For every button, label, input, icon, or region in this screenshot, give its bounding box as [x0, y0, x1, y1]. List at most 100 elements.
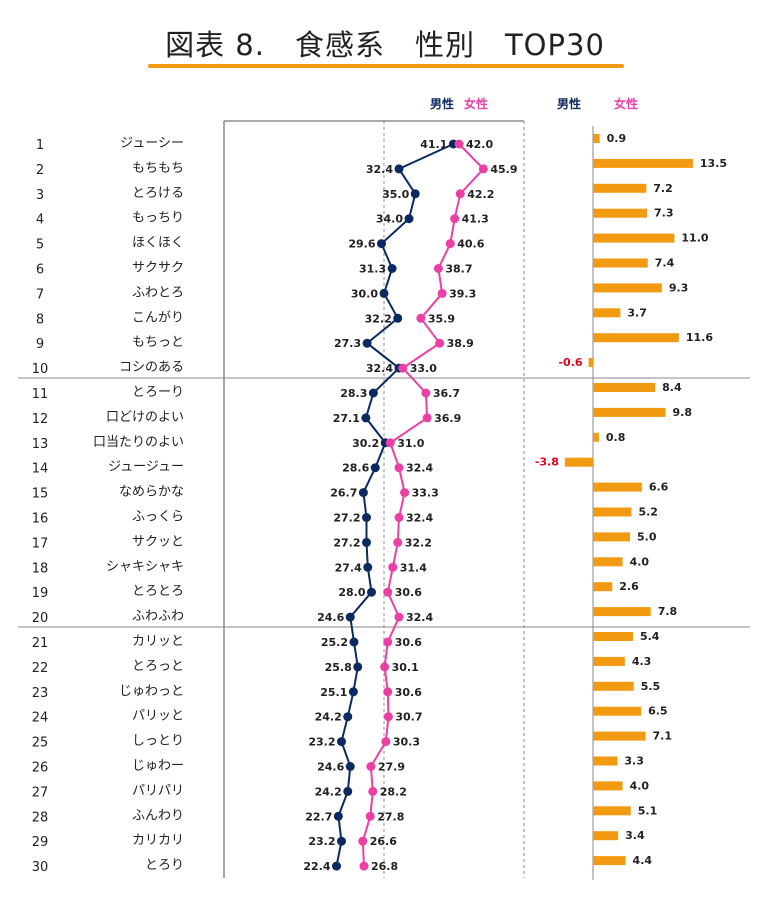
bar-value-label: 7.8 [658, 605, 678, 618]
bar-value-label: 3.4 [625, 829, 645, 842]
data-label-female: 45.9 [490, 163, 517, 176]
bar-difference [593, 681, 634, 691]
rank-label: 12 [32, 412, 49, 427]
rank-label: 27 [32, 785, 49, 800]
data-label-female: 31.4 [400, 561, 427, 574]
point-female [422, 413, 432, 423]
category-label: コシのある [119, 360, 184, 375]
data-label-female: 26.6 [370, 835, 397, 848]
bar-difference [593, 582, 613, 592]
bar-value-label: 5.1 [638, 804, 658, 817]
page-title: 図表 8. 食感系 性別 TOP30 [165, 28, 605, 62]
data-label-male: 27.4 [335, 561, 362, 574]
data-label-male: 27.3 [334, 337, 361, 350]
data-label-male: 22.7 [305, 810, 332, 823]
point-male [348, 687, 358, 697]
point-female [416, 313, 426, 323]
category-label: シャキシャキ [106, 559, 184, 574]
data-label-male: 28.3 [340, 387, 367, 400]
line-series: 41.1 32.4 35.0 34.029.6 31.3 30.0 32.2 27.3 32.4… [303, 138, 517, 873]
category-label: サクサク [132, 261, 184, 276]
bar-series: 0.9 13.5 7.2 7.3 11.0 7.4 9.3 3.7 11.6 -0.6 8.4 9.8… [535, 132, 727, 867]
legend-male: 男性 [430, 96, 454, 111]
point-female [383, 637, 393, 647]
point-female [454, 139, 464, 149]
data-label-female: 30.6 [395, 686, 422, 699]
rank-label: 16 [32, 512, 49, 527]
data-label-female: 35.9 [428, 312, 455, 325]
category-label: ほくほく [132, 236, 184, 251]
point-female [450, 214, 460, 224]
bar-value-label: 13.5 [700, 157, 727, 170]
data-label-female: 28.2 [380, 785, 407, 798]
data-label-female: 30.6 [395, 636, 422, 649]
point-male [362, 338, 372, 348]
point-female [478, 164, 488, 174]
bar-value-label: 11.6 [686, 331, 713, 344]
rank-label: 9 [36, 337, 44, 352]
data-label-male: 34.0 [376, 213, 403, 226]
category-label: しっとり [132, 734, 184, 749]
point-female [383, 587, 393, 597]
data-label-male: 41.1 [420, 138, 447, 151]
data-label-female: 42.2 [467, 188, 494, 201]
rank-label: 25 [32, 736, 49, 751]
point-female [437, 288, 447, 298]
point-female [388, 562, 398, 572]
point-male [379, 288, 389, 298]
rank-label: 10 [32, 362, 49, 377]
bar-header-female: 女性 [614, 96, 638, 111]
category-label: ジュージュー [108, 460, 184, 475]
point-female [358, 836, 368, 846]
data-label-male: 22.4 [303, 860, 330, 873]
bar-difference [593, 557, 623, 567]
point-female [383, 687, 393, 697]
rank-label: 1 [36, 138, 44, 153]
point-male [337, 737, 346, 747]
point-male [377, 239, 386, 249]
rank-label: 13 [32, 437, 49, 452]
bar-value-label: 3.7 [627, 306, 647, 319]
bar-value-label: 4.4 [633, 854, 653, 867]
point-female [400, 488, 410, 498]
category-label: なめらかな [119, 485, 184, 500]
point-male [353, 662, 363, 672]
category-label: もっちり [132, 211, 184, 226]
category-label: もちっと [132, 335, 184, 350]
point-male [343, 786, 353, 796]
data-label-male: 27.2 [333, 536, 360, 549]
data-label-male: 28.0 [338, 586, 365, 599]
bar-difference [593, 607, 651, 617]
data-label-male: 31.3 [359, 263, 386, 276]
rank-label: 22 [32, 661, 49, 676]
category-label: じゅわっと [119, 684, 184, 699]
point-male [332, 861, 341, 871]
bar-value-label: 6.5 [648, 705, 668, 718]
data-label-female: 32.4 [406, 512, 433, 525]
point-male [349, 637, 359, 647]
rank-label: 21 [32, 636, 49, 651]
bar-difference [593, 507, 632, 517]
point-female [365, 811, 375, 821]
point-female [398, 363, 408, 373]
data-label-female: 27.8 [377, 810, 404, 823]
rank-label: 19 [32, 586, 49, 601]
bar-value-label: 2.6 [619, 580, 639, 593]
category-label: ふんわり [132, 808, 184, 823]
data-label-female: 27.9 [378, 761, 405, 774]
point-male [393, 313, 403, 323]
rank-label: 23 [32, 686, 49, 701]
bar-value-label: 5.5 [641, 680, 661, 693]
category-label: パリパリ [132, 783, 184, 798]
point-male [363, 562, 373, 572]
rank-label: 3 [36, 188, 44, 203]
data-label-female: 33.0 [410, 362, 437, 375]
data-label-female: 30.1 [392, 661, 419, 674]
bar-difference [593, 856, 626, 866]
category-label: ジューシー [120, 136, 184, 151]
bar-header-male: 男性 [557, 96, 581, 111]
bar-value-label: 7.1 [653, 730, 673, 743]
category-label: サクッと [132, 534, 184, 549]
rank-label: 7 [36, 287, 44, 302]
data-label-male: 25.1 [320, 686, 347, 699]
